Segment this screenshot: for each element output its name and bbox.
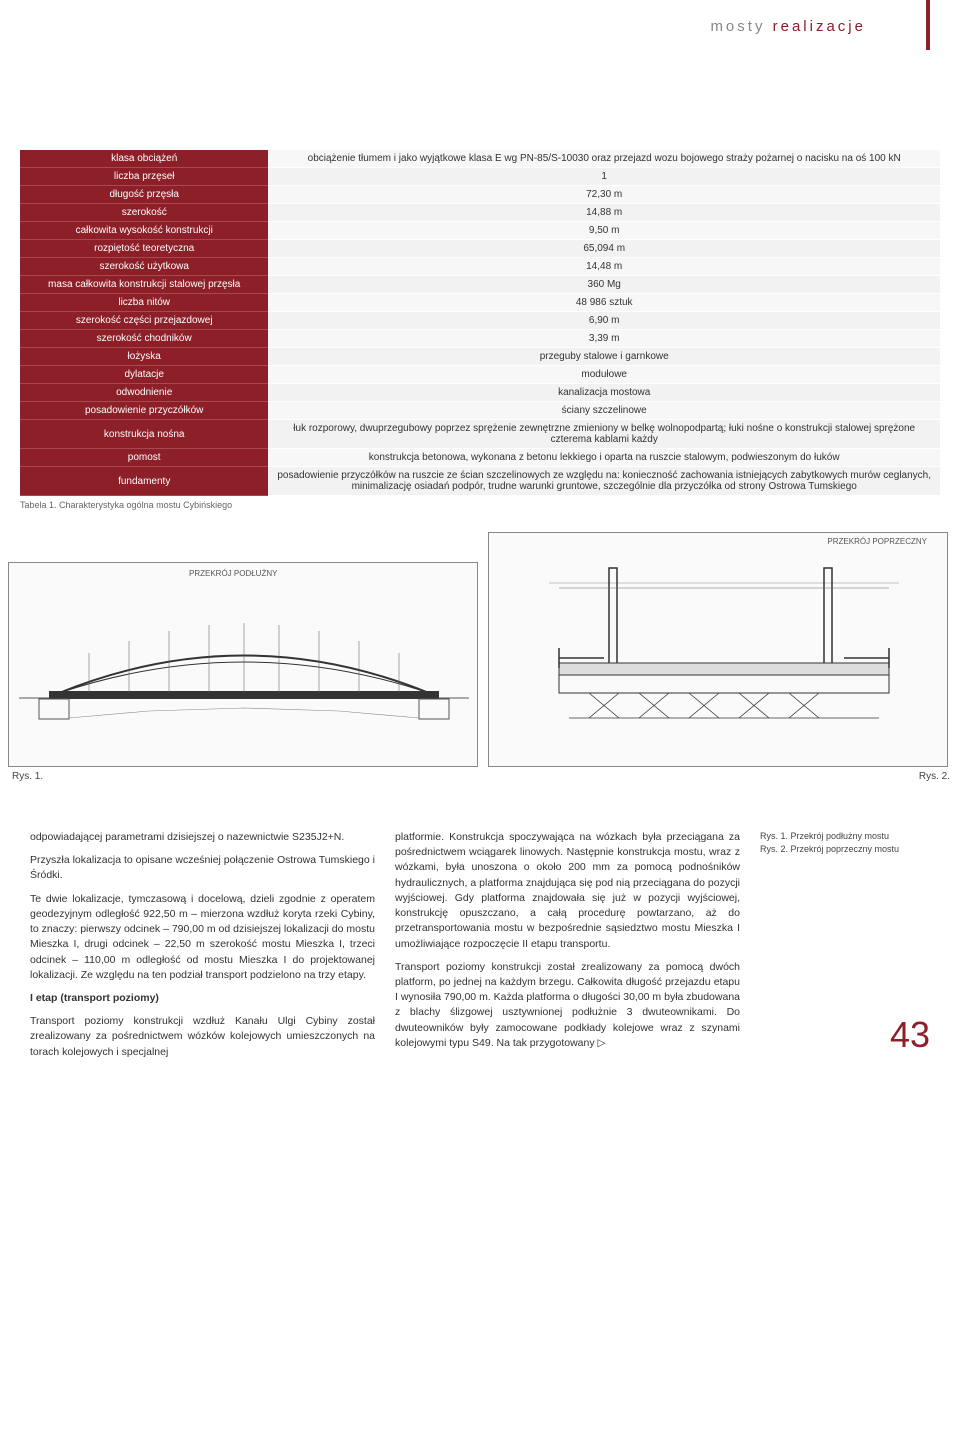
fig1-label: Rys. 1. (12, 771, 43, 782)
row-value: konstrukcja betonowa, wykonana z betonu … (268, 449, 940, 467)
row-value: 48 986 sztuk (268, 294, 940, 312)
row-label: fundamenty (20, 467, 268, 496)
row-label: konstrukcja nośna (20, 420, 268, 449)
row-value: 360 Mg (268, 276, 940, 294)
c1-p3: Te dwie lokalizacje, tymczasową i docelo… (30, 892, 375, 983)
table-row: szerokość użytkowa14,48 m (20, 258, 940, 276)
header-word-2: realizacje (773, 18, 866, 35)
side-line-2: Rys. 2. Przekrój poprzeczny mostu (760, 843, 930, 856)
body-columns: odpowiadającej parametrami dzisiejszej o… (30, 830, 930, 1068)
fig2-title: PRZEKRÓJ POPRZECZNY (827, 537, 927, 546)
row-label: szerokość chodników (20, 330, 268, 348)
row-value: 9,50 m (268, 222, 940, 240)
c2-p1: platformie. Konstrukcja spoczywająca na … (395, 830, 740, 952)
row-value: przeguby stalowe i garnkowe (268, 348, 940, 366)
row-value: posadowienie przyczółków na ruszcie ze ś… (268, 467, 940, 496)
row-label: szerokość części przejazdowej (20, 312, 268, 330)
body-col-1: odpowiadającej parametrami dzisiejszej o… (30, 830, 375, 1068)
header-word-1: mosty (710, 18, 765, 35)
row-label: szerokość użytkowa (20, 258, 268, 276)
table-row: długość przęsła72,30 m (20, 186, 940, 204)
c1-p1: odpowiadającej parametrami dzisiejszej o… (30, 830, 375, 845)
row-value: 65,094 m (268, 240, 940, 258)
row-value: 3,39 m (268, 330, 940, 348)
table-row: dylatacjemodułowe (20, 366, 940, 384)
table-row: pomostkonstrukcja betonowa, wykonana z b… (20, 449, 940, 467)
row-label: szerokość (20, 204, 268, 222)
table-row: masa całkowita konstrukcji stalowej przę… (20, 276, 940, 294)
row-value: ściany szczelinowe (268, 402, 940, 420)
row-value: łuk rozporowy, dwuprzegubowy poprzez spr… (268, 420, 940, 449)
row-label: dylatacje (20, 366, 268, 384)
fig2-label: Rys. 2. (919, 771, 950, 782)
table-row: rozpiętość teoretyczna65,094 m (20, 240, 940, 258)
row-label: masa całkowita konstrukcji stalowej przę… (20, 276, 268, 294)
row-label: pomost (20, 449, 268, 467)
table-row: liczba przęseł1 (20, 168, 940, 186)
row-value: 14,48 m (268, 258, 940, 276)
row-value: kanalizacja mostowa (268, 384, 940, 402)
table-row: szerokość14,88 m (20, 204, 940, 222)
row-label: łożyska (20, 348, 268, 366)
longitudinal-section-sketch (19, 613, 469, 733)
table-row: posadowienie przyczółkówściany szczelino… (20, 402, 940, 420)
table-row: szerokość części przejazdowej6,90 m (20, 312, 940, 330)
row-value: 72,30 m (268, 186, 940, 204)
table-row: całkowita wysokość konstrukcji9,50 m (20, 222, 940, 240)
body-col-2: platformie. Konstrukcja spoczywająca na … (395, 830, 740, 1068)
c1-p4: Transport poziomy konstrukcji wzdłuż Kan… (30, 1014, 375, 1060)
figure-2: PRZEKRÓJ POPRZECZNY (488, 532, 948, 767)
figure-1: PRZEKRÓJ PODŁUŻNY (8, 562, 478, 767)
row-value: 6,90 m (268, 312, 940, 330)
table-row: liczba nitów48 986 sztuk (20, 294, 940, 312)
row-value: 1 (268, 168, 940, 186)
table-caption: Tabela 1. Charakterystyka ogólna mostu C… (20, 500, 960, 510)
figures-row: PRZEKRÓJ PODŁUŻNY PR (0, 532, 960, 767)
page-number: 43 (890, 1014, 930, 1056)
figure-labels-row: Rys. 1. Rys. 2. (0, 767, 960, 782)
spec-table-container: klasa obciążeńobciążenie tłumem i jako w… (20, 150, 940, 496)
cross-section-sketch (499, 553, 939, 743)
table-row: odwodnieniekanalizacja mostowa (20, 384, 940, 402)
row-label: klasa obciążeń (20, 150, 268, 168)
c2-p2: Transport poziomy konstrukcji został zre… (395, 960, 740, 1051)
table-row: szerokość chodników3,39 m (20, 330, 940, 348)
table-row: konstrukcja nośnałuk rozporowy, dwuprzeg… (20, 420, 940, 449)
fig1-title: PRZEKRÓJ PODŁUŻNY (189, 569, 277, 578)
c1-h1: I etap (transport poziomy) (30, 992, 159, 1004)
row-label: posadowienie przyczółków (20, 402, 268, 420)
row-value: obciążenie tłumem i jako wyjątkowe klasa… (268, 150, 940, 168)
row-label: liczba nitów (20, 294, 268, 312)
c1-p2: Przyszła lokalizacja to opisane wcześnie… (30, 853, 375, 883)
row-label: całkowita wysokość konstrukcji (20, 222, 268, 240)
table-row: łożyskaprzeguby stalowe i garnkowe (20, 348, 940, 366)
row-label: odwodnienie (20, 384, 268, 402)
row-value: modułowe (268, 366, 940, 384)
side-line-1: Rys. 1. Przekrój podłużny mostu (760, 830, 930, 843)
row-label: długość przęsła (20, 186, 268, 204)
table-row: klasa obciążeńobciążenie tłumem i jako w… (20, 150, 940, 168)
row-value: 14,88 m (268, 204, 940, 222)
row-label: rozpiętość teoretyczna (20, 240, 268, 258)
table-row: fundamentyposadowienie przyczółków na ru… (20, 467, 940, 496)
row-label: liczba przęseł (20, 168, 268, 186)
page-header: mosty realizacje (0, 0, 930, 50)
spec-table: klasa obciążeńobciążenie tłumem i jako w… (20, 150, 940, 496)
